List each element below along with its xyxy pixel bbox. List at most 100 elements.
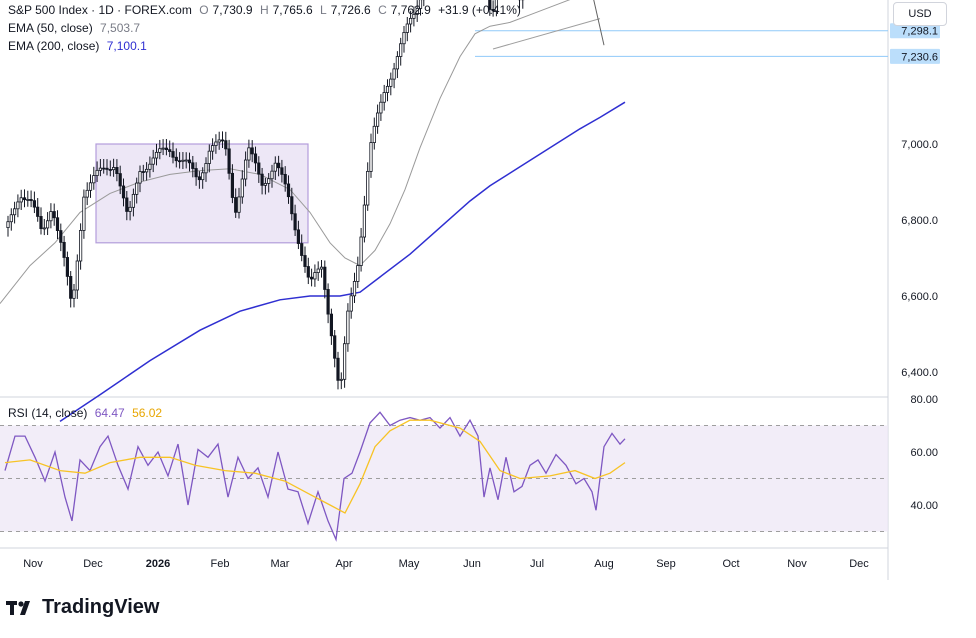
ema50-line — [0, 0, 571, 304]
candle-body — [336, 357, 340, 381]
candle-body — [210, 145, 215, 152]
rsi-axis-tick: 40.00 — [910, 500, 938, 512]
candle-body — [168, 149, 172, 152]
candle-body — [39, 216, 43, 229]
candle-body — [389, 78, 393, 87]
candle-body — [319, 266, 324, 270]
candle-body — [412, 13, 416, 19]
candle-body — [405, 23, 409, 33]
time-axis-tick: Jul — [530, 558, 544, 570]
candle-body — [326, 289, 330, 315]
candle-body — [118, 173, 122, 187]
price-level-tag — [890, 48, 940, 64]
candle-body — [12, 208, 17, 216]
price-axis-tick: 6,600.0 — [901, 291, 938, 303]
candle-body — [88, 182, 93, 191]
candle-body — [276, 162, 281, 169]
time-axis-tick: Dec — [849, 558, 869, 570]
candle-body — [29, 199, 33, 202]
candle-body — [379, 101, 383, 114]
time-axis-tick: May — [399, 558, 420, 570]
candle-body — [135, 182, 139, 195]
candle-body — [148, 163, 152, 170]
candle-body — [65, 257, 69, 277]
candle-body — [207, 150, 211, 164]
ema200-value: 7,100.1 — [106, 39, 147, 53]
candle-body — [125, 197, 129, 212]
candle-body — [224, 140, 228, 150]
brand-name: TradingView — [42, 596, 160, 618]
candle-body — [82, 196, 86, 231]
rsi-label: RSI (14, close) — [8, 406, 88, 420]
candles-group — [6, 0, 525, 390]
candle-body — [356, 265, 360, 282]
consolidation-box — [95, 143, 309, 244]
candle-body — [296, 229, 301, 244]
candle-body — [263, 183, 268, 186]
candle-body — [19, 197, 23, 203]
currency-button[interactable]: USD — [893, 2, 947, 26]
candle-body — [128, 206, 132, 212]
candle-body — [9, 214, 13, 223]
candle-body — [250, 147, 254, 155]
candle-body — [92, 175, 96, 184]
candle-body — [69, 276, 73, 299]
candle-body — [62, 241, 66, 258]
ema50-legend: EMA (50, close) 7,503.7 — [8, 21, 144, 35]
candle-body — [234, 197, 238, 213]
time-axis-tick: Dec — [83, 558, 103, 570]
symbol-title: S&P 500 Index · 1D · FOREX.com — [8, 3, 192, 17]
candle-body — [154, 151, 159, 159]
candle-body — [290, 196, 294, 215]
candle-body — [362, 204, 367, 238]
rsi-value: 64.47 — [94, 406, 125, 420]
candle-body — [138, 171, 142, 184]
candle-body — [491, 9, 495, 12]
rsi-axis-tick: 80.00 — [910, 394, 938, 406]
candle-body — [372, 125, 376, 143]
candle-body — [230, 172, 234, 198]
candle-body — [214, 141, 218, 146]
candle-body — [6, 221, 10, 228]
ema200-legend: EMA (200, close) 7,100.1 — [8, 39, 151, 53]
candle-body — [306, 266, 310, 278]
time-axis-tick: Oct — [722, 558, 739, 570]
time-axis-tick: Mar — [271, 558, 290, 570]
candle-body — [181, 159, 185, 162]
candle-body — [75, 260, 79, 291]
price-axis-tick: 6,400.0 — [901, 367, 938, 379]
symbol-legend: S&P 500 Index · 1D · FOREX.com O 7,730.9 … — [8, 3, 529, 17]
candle-body — [177, 160, 182, 163]
candle-body — [95, 169, 99, 176]
candle-body — [253, 153, 258, 164]
candle-body — [105, 167, 109, 170]
candle-body — [323, 266, 327, 290]
price-level-label: 7,230.6 — [901, 51, 938, 63]
candle-body — [399, 43, 403, 57]
price-axis-tick: 6,800.0 — [901, 215, 938, 227]
rsi-legend: RSI (14, close) 64.47 56.02 — [8, 406, 166, 420]
candle-body — [201, 172, 205, 181]
candle-body — [395, 56, 400, 70]
candle-body — [270, 170, 274, 180]
candle-body — [385, 85, 390, 93]
candle-body — [313, 272, 317, 280]
candle-body — [309, 276, 314, 280]
time-axis-tick: Feb — [211, 558, 230, 570]
candle-body — [329, 313, 334, 337]
candle-body — [102, 167, 106, 170]
candle-body — [121, 185, 126, 199]
trendline-lower — [492, 18, 601, 50]
candle-body — [46, 220, 50, 229]
ohlc-values: O 7,730.9 H 7,765.6 L 7,726.6 C 7,762.9 +31.… — [199, 3, 521, 17]
candle-body — [237, 196, 241, 213]
time-axis-tick: Aug — [594, 558, 614, 570]
price-level-label: 7,298.1 — [901, 26, 938, 38]
candle-body — [369, 142, 373, 172]
candle-body — [227, 148, 231, 174]
tradingview-icon — [6, 600, 30, 615]
candle-body — [366, 170, 370, 206]
candle-body — [392, 68, 396, 80]
tradingview-logo: TradingView — [6, 596, 159, 619]
